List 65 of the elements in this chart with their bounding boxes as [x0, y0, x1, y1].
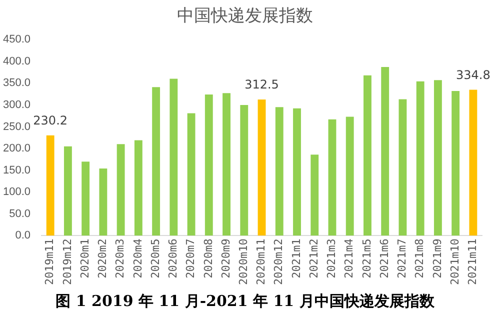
y-tick-label: 50.0 [9, 208, 31, 220]
x-tick-label: 2020m9 [219, 238, 232, 278]
bar [64, 146, 72, 236]
caption: 图 1 2019 年 11 月-2021 年 11 月中国快递发展指数 [54, 292, 436, 311]
x-tick-label: 2021m4 [342, 238, 356, 278]
chart-title: 中国快递发展指数 [176, 5, 314, 27]
bar [204, 94, 213, 236]
x-tick-label: 2020m4 [131, 238, 144, 278]
bar [381, 67, 390, 236]
bar [99, 168, 108, 236]
data-label: 334.8 [456, 68, 490, 82]
x-tick-label: 2021m11 [466, 238, 480, 285]
y-tick-label: 400.0 [2, 55, 31, 68]
data-label: 312.5 [244, 78, 279, 92]
bar [258, 100, 266, 236]
y-tick-label: 250.0 [2, 120, 31, 133]
y-tick-label: 200.0 [2, 142, 31, 155]
bar [452, 91, 460, 236]
x-tick-label: 2020m3 [114, 238, 127, 278]
bar [152, 87, 160, 236]
y-tick-label: 450.0 [2, 34, 31, 46]
bar [170, 78, 178, 236]
x-tick-label: 2021m6 [378, 238, 391, 278]
bar [364, 75, 372, 236]
bar [346, 116, 354, 236]
x-tick-label: 2021m10 [448, 238, 462, 285]
x-tick-label: 2020m6 [166, 238, 180, 278]
y-tick-label: 100.0 [2, 186, 31, 198]
bar [469, 90, 478, 236]
y-tick-label: 350.0 [2, 77, 31, 90]
x-tick-label: 2021m8 [413, 238, 426, 278]
bar [328, 119, 336, 236]
x-tick-label: 2021m9 [430, 238, 444, 278]
bar [187, 113, 196, 236]
x-tick-label: 2021m3 [325, 238, 338, 278]
x-tick-label: 2019m12 [60, 238, 74, 285]
bar [222, 93, 230, 236]
bar [434, 80, 442, 236]
x-tick-label: 2020m10 [237, 238, 250, 285]
bar [116, 144, 125, 236]
x-tick-label: 2020m7 [184, 238, 198, 278]
y-tick-label: 300.0 [2, 98, 31, 111]
bar [46, 135, 54, 236]
x-tick-label: 2020m11 [254, 238, 268, 285]
data-label: 230.2 [33, 113, 68, 128]
x-tick-label: 2020m1 [78, 238, 92, 278]
x-tick-label: 2020m8 [202, 238, 215, 278]
y-tick-label: 0.0 [15, 230, 31, 242]
bar [275, 107, 284, 236]
bar [398, 99, 407, 236]
x-tick-label: 2020m12 [272, 238, 286, 285]
x-tick-label: 2021m1 [290, 238, 303, 278]
bar [310, 154, 319, 236]
bar [134, 140, 142, 236]
bar [293, 108, 301, 236]
y-tick-label: 150.0 [2, 164, 31, 176]
x-tick-label: 2021m7 [396, 238, 409, 278]
x-tick-label: 2020m5 [148, 238, 162, 278]
x-tick-label: 2021m5 [360, 238, 374, 278]
x-tick-label: 2021m2 [307, 238, 320, 278]
bar [82, 162, 90, 236]
bar [416, 81, 424, 236]
bar [240, 104, 248, 236]
x-tick-label: 2019m11 [43, 238, 56, 285]
x-tick-label: 2020m2 [96, 238, 110, 278]
